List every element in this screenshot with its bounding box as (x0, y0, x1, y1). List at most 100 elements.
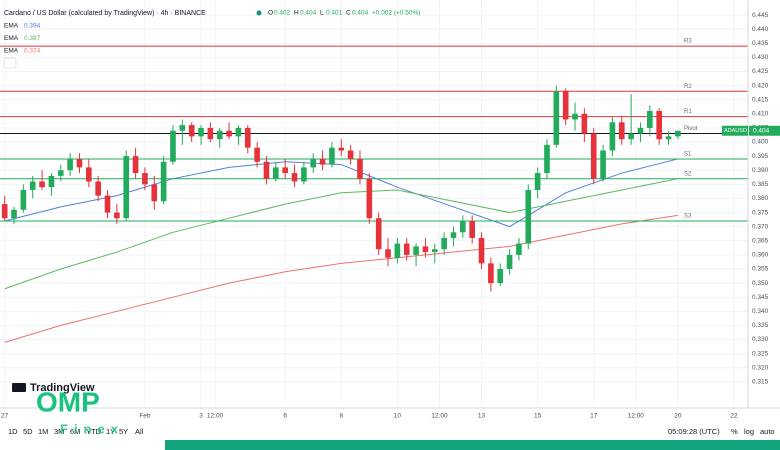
range-button[interactable]: 6M (70, 427, 80, 436)
candle-body (123, 156, 130, 219)
symbol-tag (722, 125, 748, 136)
y-tick-label: 0.335 (752, 322, 769, 329)
range-button[interactable]: 1Y (106, 427, 115, 436)
candle-body (590, 133, 597, 179)
candle-body (628, 133, 634, 140)
axis-option[interactable]: % (731, 427, 738, 436)
candle-body (665, 136, 672, 140)
candle-body (525, 189, 532, 244)
ohlc-key: L (320, 10, 324, 17)
y-tick-label: 0.325 (752, 350, 769, 357)
y-tick-label: 0.395 (752, 153, 769, 160)
candle-body (67, 158, 73, 171)
candle-body (441, 237, 447, 250)
y-tick-label: 0.320 (752, 364, 769, 371)
symbol-tag-label: ADAUSD (724, 128, 747, 134)
x-tick-label: 10 (394, 413, 402, 420)
candle-body (254, 147, 260, 162)
candle-body (11, 209, 17, 219)
watermark: OMP (36, 386, 100, 417)
y-tick-label: 0.365 (752, 237, 769, 244)
candle-body (207, 127, 214, 140)
candle-body (291, 173, 298, 182)
range-button[interactable]: YTD (86, 427, 102, 436)
y-tick-label: 0.380 (752, 195, 769, 202)
x-tick-label: 12:00 (628, 413, 645, 420)
y-tick-label: 0.430 (752, 54, 769, 61)
range-button[interactable]: 1D (8, 427, 18, 436)
candle-body (618, 122, 625, 140)
candle-body (506, 254, 513, 269)
candle-body (282, 167, 288, 174)
range-button[interactable]: 1M (38, 427, 48, 436)
ema-line (4, 214, 678, 343)
candle-body (375, 218, 382, 250)
candle-body (151, 184, 158, 202)
candle-body (235, 127, 242, 137)
clock: 05:09:28 (UTC) (668, 427, 720, 436)
candle-body (188, 125, 195, 137)
ema-line (4, 158, 678, 228)
candle-body (132, 156, 139, 174)
y-tick-label: 0.385 (752, 181, 769, 188)
candle-body (76, 158, 83, 168)
x-tick-label: 15 (534, 413, 542, 420)
range-button[interactable]: 5Y (119, 427, 128, 436)
candle-body (450, 232, 457, 238)
candle-body (422, 246, 429, 253)
price-tag (749, 125, 780, 136)
y-tick-label: 0.445 (752, 12, 769, 19)
candle-body (104, 195, 111, 213)
candle-body (488, 263, 494, 284)
y-tick-label: 0.415 (752, 96, 769, 103)
candle-body (86, 167, 92, 182)
range-button[interactable]: All (135, 427, 144, 436)
ema-line (4, 178, 678, 290)
y-tick-label: 0.410 (752, 111, 769, 118)
y-tick-label: 0.390 (752, 167, 769, 174)
y-tick-label: 0.330 (752, 336, 769, 343)
candle-body (478, 237, 485, 264)
candle-body (39, 181, 45, 188)
range-button[interactable]: 3M (54, 427, 64, 436)
candle-body (319, 158, 326, 165)
candle-body (497, 268, 504, 284)
axis-option[interactable]: auto (760, 427, 775, 436)
y-tick-label: 0.420 (752, 82, 769, 89)
toolbar: 1D 5D 1M 3M 6M YTD 1Y 5Y All 05:09:28 (UTC)% log au… (8, 427, 775, 436)
ohlc-key: O (268, 10, 273, 17)
candle-body (544, 144, 550, 174)
candle-body (394, 243, 401, 258)
ohlc-change: +0.002 (+0.50%) (372, 10, 420, 17)
candle-body (114, 212, 120, 219)
candle-body (581, 113, 588, 134)
pivot-label: R3 (684, 39, 692, 45)
candle-body (142, 173, 148, 185)
candle-body (216, 130, 223, 140)
x-tick-label: Feb (139, 413, 151, 420)
candle-body (553, 91, 560, 145)
candle-body (413, 246, 419, 255)
pivot-label: S2 (684, 171, 692, 177)
y-tick-label: 0.340 (752, 308, 769, 315)
candle-body (20, 189, 27, 210)
candle-body (95, 181, 101, 196)
candle-body (516, 243, 522, 255)
x-tick-label: 8 (339, 413, 343, 420)
x-tick-label: 3 (199, 413, 203, 420)
ohlc-value: 0.404 (352, 10, 369, 17)
y-tick-label: 0.435 (752, 40, 769, 47)
pivot-label: S3 (684, 214, 692, 220)
ohlc-value: 0.402 (274, 10, 291, 17)
candle-body (647, 110, 653, 128)
ohlc-key: C (346, 10, 351, 17)
candle-body (301, 167, 307, 182)
axis-option[interactable]: log (744, 427, 754, 436)
legend-value: 0.394 (24, 23, 41, 30)
y-tick-label: 0.350 (752, 280, 769, 287)
pivot-label: R2 (684, 84, 692, 90)
x-tick-label: 13 (478, 413, 486, 420)
collapse-button[interactable] (3, 57, 17, 69)
y-tick-label: 0.400 (752, 139, 769, 146)
range-button[interactable]: 5D (23, 427, 33, 436)
